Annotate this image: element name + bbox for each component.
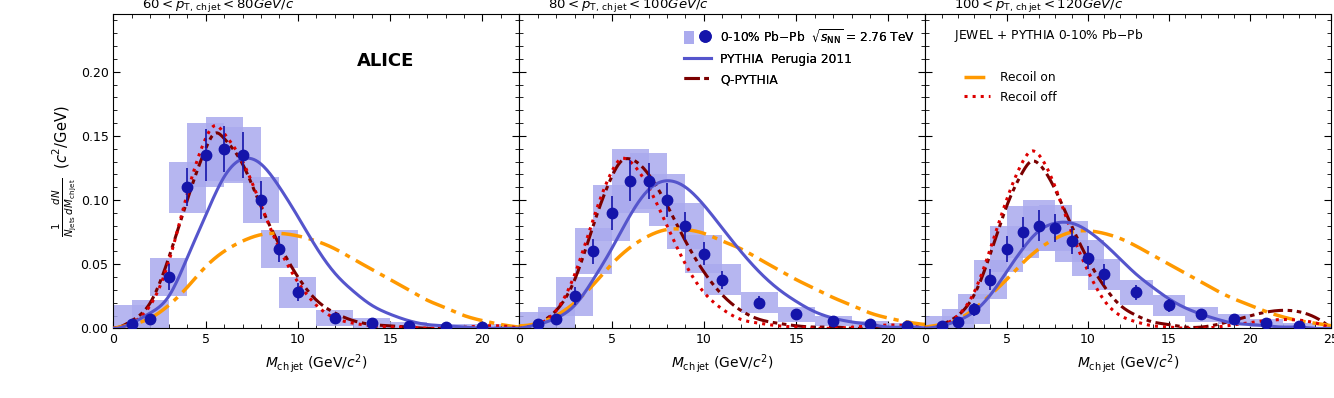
Bar — [151, 258, 187, 296]
Text: JEWEL + PYTHIA 0-10% Pb$-$Pb: JEWEL + PYTHIA 0-10% Pb$-$Pb — [954, 27, 1143, 43]
Y-axis label: $\frac{1}{N_{\mathrm{jets}}} \frac{dN}{dM_{\mathrm{ch\,jet}}}$  ($c^2$/GeV): $\frac{1}{N_{\mathrm{jets}}} \frac{dN}{d… — [49, 105, 77, 237]
Bar — [261, 230, 297, 268]
Bar — [1023, 200, 1055, 252]
Bar — [926, 316, 958, 336]
Bar — [667, 203, 704, 249]
Bar — [224, 127, 261, 183]
Legend: 0-10% Pb$-$Pb  $\sqrt{s_{\rm NN}}$ = 2.76 TeV, PYTHIA  Perugia 2011, Q-PYTHIA: 0-10% Pb$-$Pb $\sqrt{s_{\rm NN}}$ = 2.76… — [680, 23, 919, 90]
Bar — [1007, 207, 1039, 258]
X-axis label: $M_{\mathrm{ch\,jet}}$ (GeV/$c^2$): $M_{\mathrm{ch\,jet}}$ (GeV/$c^2$) — [265, 352, 367, 375]
Bar — [113, 305, 151, 344]
Bar — [1282, 323, 1315, 328]
Bar — [280, 277, 316, 308]
Bar — [704, 264, 740, 295]
Bar — [740, 293, 778, 313]
Bar — [169, 162, 205, 213]
Legend: Recoil on, Recoil off: Recoil on, Recoil off — [960, 67, 1061, 107]
Bar — [1218, 314, 1250, 324]
Text: $80 < p_{\rm T,\,ch\,jet} < 100 GeV/c$: $80 < p_{\rm T,\,ch\,jet} < 100 GeV/c$ — [548, 0, 708, 14]
Bar — [630, 152, 667, 209]
Bar — [132, 300, 169, 339]
Bar — [354, 318, 391, 328]
Bar — [942, 309, 974, 335]
Bar — [1055, 220, 1087, 261]
Bar — [851, 321, 888, 328]
Bar — [1153, 295, 1185, 316]
Bar — [815, 316, 851, 326]
Bar — [990, 226, 1023, 272]
Bar — [1121, 279, 1153, 305]
Bar — [519, 312, 556, 338]
Text: $60 < p_{\rm T,\,ch\,jet} < 80 GeV/c$: $60 < p_{\rm T,\,ch\,jet} < 80 GeV/c$ — [141, 0, 295, 14]
Bar — [1087, 259, 1121, 290]
Bar — [464, 324, 502, 330]
Bar — [187, 123, 224, 187]
Bar — [686, 235, 723, 273]
Bar — [611, 149, 648, 213]
Text: ALICE: ALICE — [358, 52, 415, 70]
Bar — [1250, 319, 1282, 327]
Bar — [648, 174, 686, 226]
Bar — [1039, 205, 1071, 252]
Bar — [427, 324, 464, 330]
Bar — [205, 117, 243, 181]
X-axis label: $M_{\mathrm{ch\,jet}}$ (GeV/$c^2$): $M_{\mathrm{ch\,jet}}$ (GeV/$c^2$) — [671, 352, 774, 375]
Bar — [243, 177, 280, 223]
Bar — [888, 323, 926, 328]
Bar — [556, 277, 594, 316]
Text: $100 < p_{\rm T,\,ch\,jet} < 120 GeV/c$: $100 < p_{\rm T,\,ch\,jet} < 120 GeV/c$ — [954, 0, 1123, 14]
X-axis label: $M_{\mathrm{ch\,jet}}$ (GeV/$c^2$): $M_{\mathrm{ch\,jet}}$ (GeV/$c^2$) — [1078, 352, 1179, 375]
Bar — [778, 306, 815, 322]
Bar — [575, 228, 611, 275]
Bar — [958, 294, 990, 324]
Bar — [538, 306, 575, 332]
Bar — [1071, 240, 1105, 276]
Bar — [1185, 306, 1218, 322]
Bar — [594, 185, 630, 241]
Bar — [974, 260, 1007, 299]
Bar — [316, 310, 354, 326]
Bar — [391, 322, 427, 330]
